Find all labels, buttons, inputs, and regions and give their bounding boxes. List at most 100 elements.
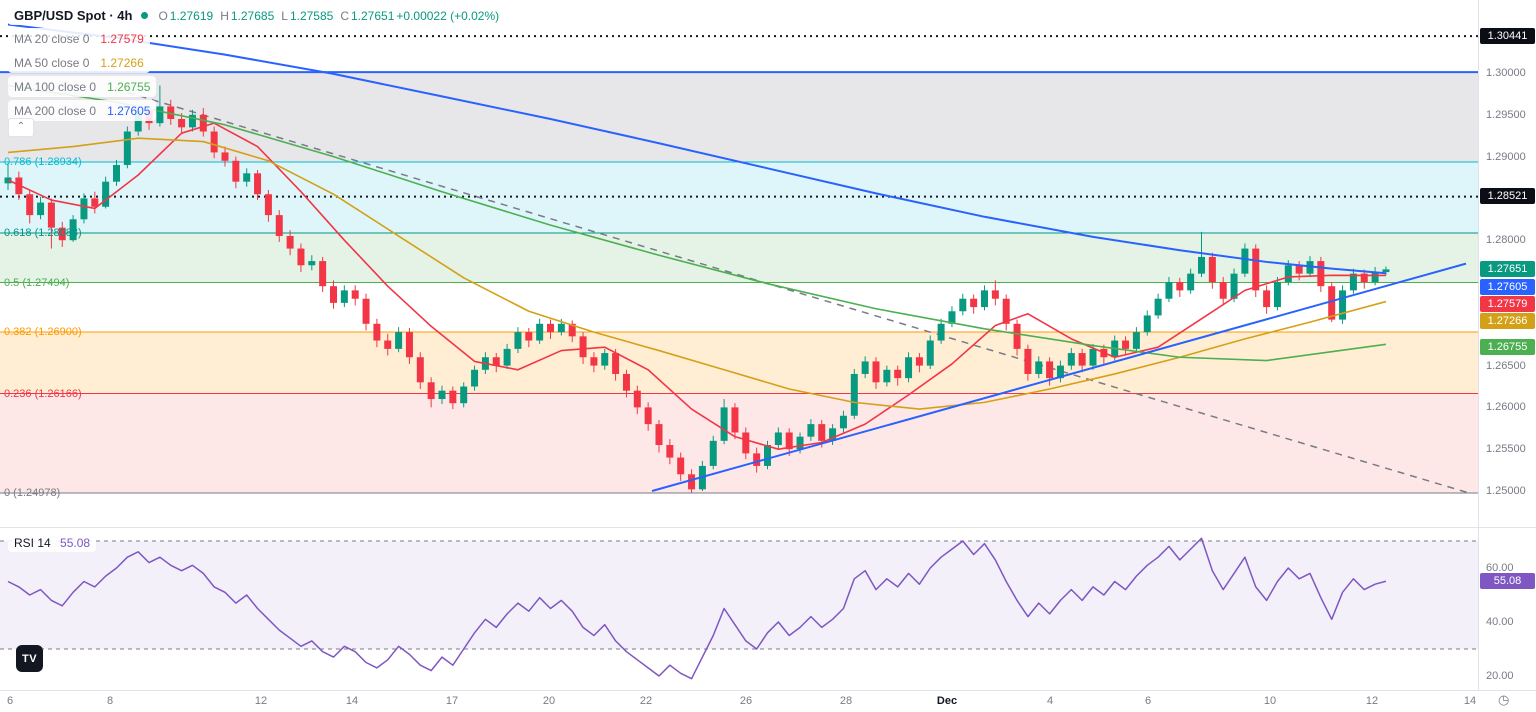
candle-body	[1317, 261, 1325, 287]
candle-body	[264, 194, 272, 216]
candle-body	[1132, 332, 1140, 349]
time-axis[interactable]: 6 8 12 14 17 20 22 26 28 Dec 4 6 10 12 14	[0, 690, 1536, 712]
time-axis-label: 22	[639, 695, 653, 707]
candle-body	[1382, 269, 1390, 273]
candle-body	[1024, 348, 1032, 374]
fib-level-label: 0.382 (1.26900)	[4, 326, 82, 339]
candle-body	[91, 198, 99, 207]
time-axis-label: 8	[106, 695, 114, 707]
candle-body	[850, 373, 858, 416]
candle-body	[286, 236, 294, 249]
candle-body	[1198, 256, 1205, 274]
candle-body	[829, 428, 837, 441]
open-value: 1.27619	[169, 8, 214, 23]
high-label: H	[220, 8, 229, 23]
price-chart-canvas[interactable]	[0, 0, 1478, 527]
legend-ma-row[interactable]: MA 100 close 0 1.26755	[8, 76, 157, 97]
legend-ma-row[interactable]: MA 50 close 0 1.27266	[8, 52, 150, 73]
candle-body	[688, 474, 696, 490]
symbol-row[interactable]: GBP/USD Spot · 4h O 1.27619 H 1.27685 L 1.2…	[8, 6, 506, 25]
high-value: 1.27685	[230, 8, 275, 23]
ma-line-ma-50[interactable]	[7, 137, 1387, 410]
fib-level-label: 0.236 (1.26166)	[4, 387, 82, 400]
rsi-legend[interactable]: RSI 14 55.08	[8, 534, 97, 552]
candle-body	[362, 298, 370, 324]
candle-body	[568, 323, 576, 337]
chart-legend: GBP/USD Spot · 4h O 1.27619 H 1.27685 L 1.2…	[8, 6, 506, 124]
legend-ma-row[interactable]: MA 200 close 0 1.27605	[8, 100, 157, 121]
candle-body	[633, 390, 641, 408]
rsi-chart-canvas[interactable]	[0, 528, 1478, 691]
candle-body	[199, 114, 207, 132]
candle-body	[1360, 273, 1368, 282]
candle-body	[123, 131, 131, 165]
rsi-band	[0, 541, 1478, 649]
ma-line-ma-20[interactable]	[7, 122, 1386, 451]
candle-body	[156, 106, 164, 124]
candle-body	[1013, 323, 1021, 349]
legend-collapse-button[interactable]: ⌃	[8, 118, 34, 137]
time-axis-label: 26	[739, 695, 753, 707]
candle-body	[384, 340, 392, 349]
candle-body	[1154, 298, 1162, 316]
candle-body	[275, 215, 283, 237]
candle-body	[579, 336, 587, 358]
tradingview-logo[interactable]: TV	[16, 645, 43, 672]
candle-body	[167, 106, 175, 119]
rsi-axis-tick: 60.00	[1486, 562, 1514, 574]
price-axis-tick: 1.29000	[1486, 151, 1526, 163]
candle-body	[1165, 282, 1173, 299]
rsi-indicator-value: 55.08	[60, 536, 91, 550]
fib-band-0	[0, 72, 1478, 163]
rsi-indicator-label[interactable]: RSI 14	[14, 536, 51, 550]
candle-body	[503, 348, 511, 366]
ascending-trendline[interactable]	[651, 262, 1467, 492]
time-axis-label: 17	[445, 695, 459, 707]
time-axis-label: 20	[542, 695, 556, 707]
ma-legend-rows: MA 20 close 0 1.27579 MA 50 close 0 1.27266…	[8, 28, 505, 121]
candle-body	[839, 415, 847, 429]
candle-body	[1143, 315, 1151, 333]
fib-band-5	[0, 393, 1478, 493]
legend-ma-row[interactable]: MA 20 close 0 1.27579	[8, 28, 150, 49]
symbol-title[interactable]: GBP/USD Spot · 4h	[14, 8, 133, 23]
ma-line-ma-200[interactable]	[7, 23, 1387, 275]
price-axis-tick: 1.26000	[1486, 401, 1526, 413]
candle-body	[622, 373, 630, 391]
candle-body	[612, 353, 620, 374]
rsi-axis-tick: 20.00	[1486, 670, 1514, 682]
price-pane[interactable]: 0.786 (1.28934) 0.618 (1.28088) 0.5 (1.274…	[0, 0, 1478, 527]
candle-body	[753, 453, 761, 466]
price-axis-badge: 1.26755	[1480, 339, 1535, 355]
low-label: L	[281, 8, 288, 23]
rsi-axis[interactable]: 60.00 40.00 20.00 55.08	[1478, 527, 1536, 691]
candle-body	[677, 457, 685, 475]
candle-body	[492, 357, 500, 366]
candle-body	[536, 323, 544, 341]
candle-body	[330, 286, 337, 303]
candle-body	[905, 357, 913, 379]
candle-body	[807, 424, 815, 437]
open-label: O	[158, 8, 168, 23]
ohlc-readout: O 1.27619 H 1.27685 L 1.27585 C 1.27651 +0.0…	[153, 9, 499, 23]
rsi-pane[interactable]: RSI 14 55.08	[0, 527, 1478, 691]
price-axis-badge: 1.27266	[1480, 313, 1535, 329]
rsi-line[interactable]	[7, 537, 1387, 680]
fib-level-label: 0.786 (1.28934)	[4, 156, 82, 169]
candle-body	[872, 361, 880, 383]
candle-body	[1078, 353, 1086, 366]
candle-body	[405, 332, 413, 358]
price-axis[interactable]: 1.30000 1.29500 1.29000 1.28000 1.26500 1.260…	[1478, 0, 1536, 527]
timezone-clock-icon[interactable]: ◷	[1498, 692, 1510, 707]
candle-body	[221, 152, 229, 161]
ma-row-value: 1.27579	[100, 31, 144, 46]
candle-body	[970, 298, 978, 308]
ma-line-ma-100[interactable]	[7, 84, 1387, 362]
candle-body	[1263, 290, 1271, 308]
price-axis-tick: 1.29500	[1486, 109, 1526, 121]
price-axis-badge: 1.27579	[1480, 296, 1535, 312]
time-axis-label: 28	[839, 695, 853, 707]
candle-body	[1122, 340, 1130, 349]
candle-body	[1002, 298, 1010, 324]
time-axis-label: 12	[254, 695, 268, 707]
